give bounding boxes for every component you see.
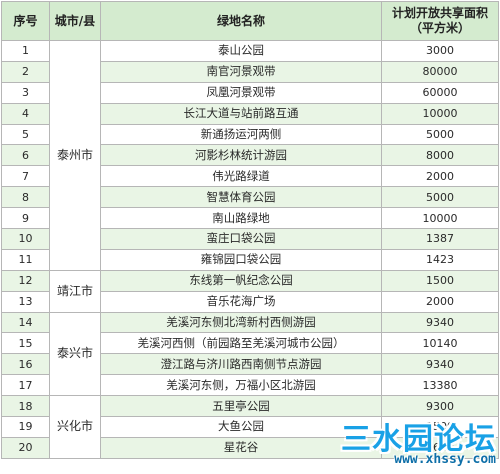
row-number: 17 — [1, 374, 50, 397]
header-green-name: 绿地名称 — [100, 1, 382, 41]
green-space-name: 大鱼公园 — [100, 416, 382, 438]
table-row: 18 兴化市 五里亭公园 9300 — [1, 395, 499, 459]
table-row: 17 羌溪河东侧，万福小区北游园 13380 — [1, 374, 499, 397]
row-number: 19 — [1, 416, 50, 438]
open-area-value: 10140 — [381, 332, 499, 355]
table-row: 2 南官河景观带 80000 — [1, 60, 499, 83]
green-space-name: 羌溪河东侧，万福小区北游园 — [100, 374, 382, 397]
green-space-name: 新通扬运河两侧 — [100, 123, 382, 146]
green-space-name: 南山路绿地 — [100, 207, 382, 230]
open-area-value: 1500 — [381, 269, 499, 292]
open-area-value: 5000 — [381, 123, 499, 146]
green-space-name: 东线第一帆纪念公园 — [100, 269, 382, 292]
row-number: 18 — [1, 395, 50, 418]
table-row: 10 蛮庄口袋公园 1387 — [1, 228, 499, 250]
green-space-name: 伟光路绿道 — [100, 165, 382, 188]
green-space-name: 泰山公园 — [100, 40, 382, 62]
row-number: 16 — [1, 353, 50, 376]
green-space-name: 河影杉林统计游园 — [100, 144, 382, 167]
open-area-value: 2000 — [381, 165, 499, 188]
green-space-table: 序号 城市/县 绿地名称 计划开放共享面积 （平方米） 1 泰州市 泰山公园 3000… — [1, 1, 499, 459]
open-area-value: 1500 — [381, 416, 499, 438]
open-area-value: 9340 — [381, 311, 499, 334]
row-number: 2 — [1, 60, 50, 83]
green-space-name: 南官河景观带 — [100, 60, 382, 83]
green-space-name: 长江大道与站前路互通 — [100, 102, 382, 125]
row-number: 6 — [1, 144, 50, 167]
open-area-value: 1660 — [381, 436, 499, 459]
green-space-name: 澄江路与济川路西南侧节点游园 — [100, 353, 382, 376]
header-area: 计划开放共享面积 （平方米） — [381, 1, 499, 41]
table-row: 3 凤凰河景观带 60000 — [1, 81, 499, 104]
watermark-logo: 三水园论坛 — [341, 422, 496, 457]
green-space-name: 雍锦园口袋公园 — [100, 248, 382, 271]
table-row: 20 星花谷 1660 — [1, 436, 499, 459]
row-number: 5 — [1, 123, 50, 146]
open-area-value: 1387 — [381, 228, 499, 250]
table-row: 11 雍锦园口袋公园 1423 — [1, 248, 499, 271]
header-city: 城市/县 — [49, 1, 101, 41]
watermark: 三水园论坛 www.xhssy.com — [330, 414, 500, 474]
table-row: 1 泰州市 泰山公园 3000 — [1, 40, 499, 271]
green-space-name: 五里亭公园 — [100, 395, 382, 418]
header-row: 序号 城市/县 绿地名称 计划开放共享面积 （平方米） — [1, 1, 499, 41]
green-space-name: 蛮庄口袋公园 — [100, 228, 382, 250]
table-row: 13 音乐花海广场 2000 — [1, 290, 499, 313]
open-area-value: 9300 — [381, 395, 499, 418]
table-row: 14 泰兴市 羌溪河东侧北湾新村西侧游园 9340 — [1, 311, 499, 397]
row-number: 12 — [1, 269, 50, 292]
table-row: 19 大鱼公园 1500 — [1, 416, 499, 438]
open-area-value: 2000 — [381, 290, 499, 313]
open-area-value: 5000 — [381, 186, 499, 209]
green-space-name: 星花谷 — [100, 436, 382, 459]
open-area-value: 10000 — [381, 207, 499, 230]
table-row: 4 长江大道与站前路互通 10000 — [1, 102, 499, 125]
city-cell: 泰州市 — [49, 40, 101, 271]
row-number: 20 — [1, 436, 50, 459]
header-no: 序号 — [1, 1, 50, 41]
row-number: 1 — [1, 40, 50, 62]
table-row: 8 智慧体育公园 5000 — [1, 186, 499, 209]
open-area-value: 13380 — [381, 374, 499, 397]
green-space-name: 音乐花海广场 — [100, 290, 382, 313]
open-area-value: 60000 — [381, 81, 499, 104]
open-area-value: 1423 — [381, 248, 499, 271]
green-space-name: 智慧体育公园 — [100, 186, 382, 209]
green-space-name: 羌溪河西侧（前园路至羌溪河城市公园） — [100, 332, 382, 355]
table-body: 1 泰州市 泰山公园 3000 2 南官河景观带 80000 3 凤凰河景观带 60000 4 长江大… — [1, 40, 499, 459]
city-cell: 泰兴市 — [49, 311, 101, 397]
open-area-value: 80000 — [381, 60, 499, 83]
open-area-value: 8000 — [381, 144, 499, 167]
row-number: 9 — [1, 207, 50, 230]
watermark-url: www.xhssy.com — [394, 452, 496, 467]
header-area-line1: 计划开放共享面积 — [391, 6, 488, 20]
row-number: 15 — [1, 332, 50, 355]
green-space-name: 凤凰河景观带 — [100, 81, 382, 104]
open-area-value: 3000 — [381, 40, 499, 62]
open-area-value: 9340 — [381, 353, 499, 376]
row-number: 8 — [1, 186, 50, 209]
green-space-name: 羌溪河东侧北湾新村西侧游园 — [100, 311, 382, 334]
row-number: 14 — [1, 311, 50, 334]
header-area-line2: （平方米） — [409, 21, 470, 35]
table-row: 15 羌溪河西侧（前园路至羌溪河城市公园） 10140 — [1, 332, 499, 355]
row-number: 10 — [1, 228, 50, 250]
open-area-value: 10000 — [381, 102, 499, 125]
city-cell: 兴化市 — [49, 395, 101, 459]
table-row: 16 澄江路与济川路西南侧节点游园 9340 — [1, 353, 499, 376]
row-number: 13 — [1, 290, 50, 313]
row-number: 11 — [1, 248, 50, 271]
row-number: 7 — [1, 165, 50, 188]
table-row: 12 靖江市 东线第一帆纪念公园 1500 — [1, 269, 499, 313]
table-row: 9 南山路绿地 10000 — [1, 207, 499, 230]
row-number: 4 — [1, 102, 50, 125]
city-cell: 靖江市 — [49, 269, 101, 313]
row-number: 3 — [1, 81, 50, 104]
